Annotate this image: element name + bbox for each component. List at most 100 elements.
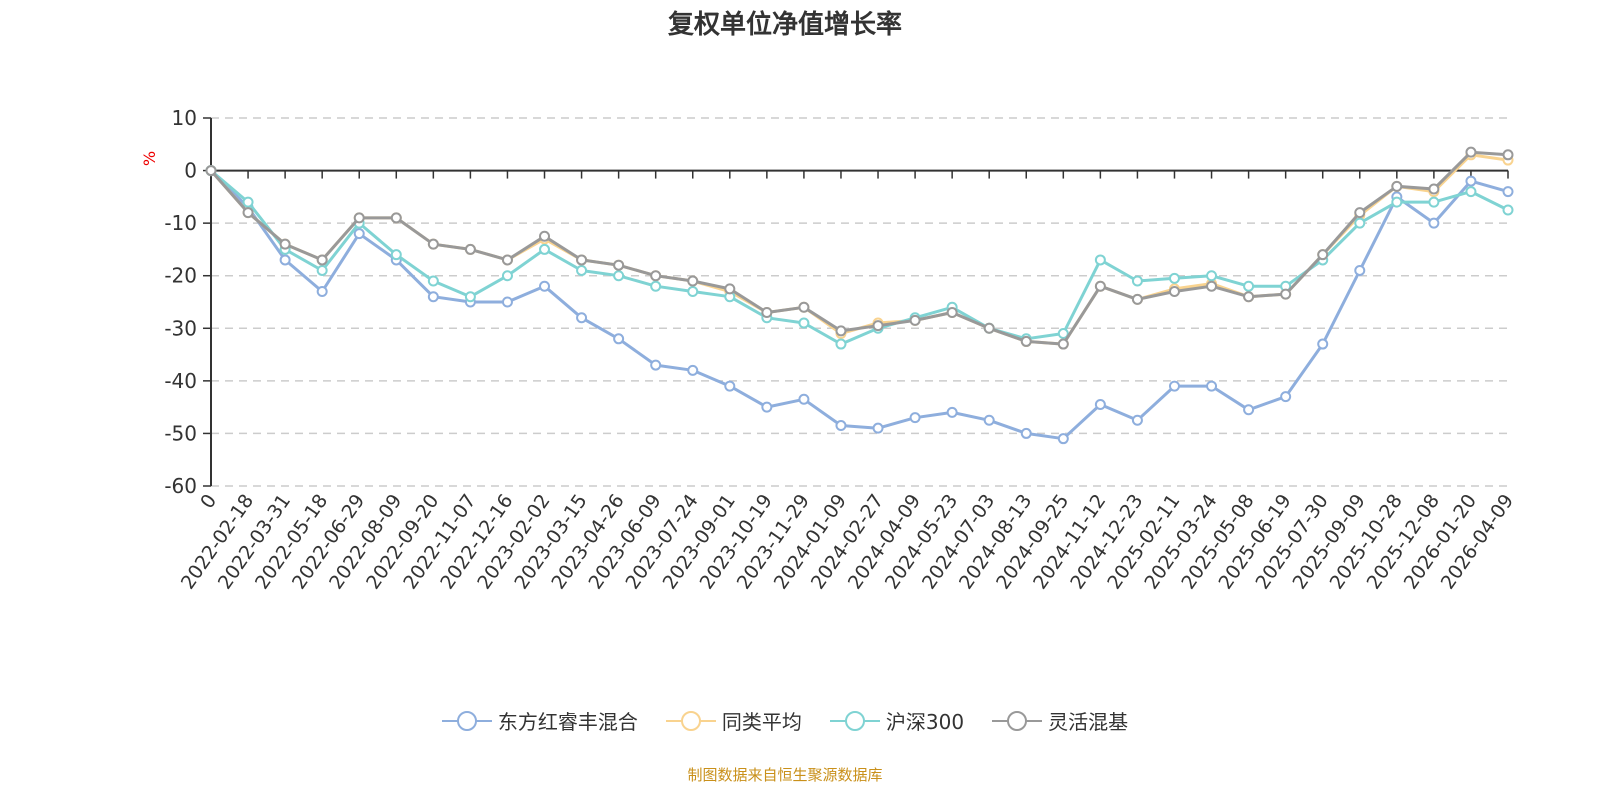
data-point (427, 238, 439, 250)
data-point (1243, 291, 1255, 303)
data-point (1131, 414, 1143, 426)
data-point (1317, 249, 1329, 261)
data-point (650, 280, 662, 292)
data-point (613, 333, 625, 345)
data-point (687, 275, 699, 287)
data-point (390, 249, 402, 261)
data-point (539, 280, 551, 292)
data-point (279, 238, 291, 250)
y-tick-label: -50 (164, 421, 197, 445)
legend-item[interactable]: 同类平均 (665, 706, 802, 735)
data-point (1094, 399, 1106, 411)
data-point (1168, 380, 1180, 392)
data-point (1354, 264, 1366, 276)
data-point (1094, 254, 1106, 266)
legend-item[interactable]: 灵活混基 (992, 706, 1128, 735)
series-灵活混基 (205, 146, 1514, 350)
data-point (501, 270, 513, 282)
y-tick-label: -30 (164, 316, 197, 340)
data-point (539, 230, 551, 242)
data-point (316, 285, 328, 297)
data-point (1206, 270, 1218, 282)
data-point (205, 165, 217, 177)
series-line (209, 150, 1509, 346)
data-point (1502, 204, 1514, 216)
data-point (1057, 433, 1069, 445)
data-point (687, 364, 699, 376)
data-point (835, 325, 847, 337)
data-point (761, 307, 773, 319)
data-point (1354, 217, 1366, 229)
data-point (1428, 217, 1440, 229)
y-tick-label: -40 (164, 369, 197, 393)
y-tick-label: -10 (164, 211, 197, 235)
legend-marker-icon (441, 710, 492, 731)
legend-label: 灵活混基 (1048, 710, 1129, 734)
series-沪深300 (205, 165, 1514, 350)
data-point (1391, 180, 1403, 192)
line-chart: 100-10-20-30-40-50-60%02022-02-182022-03… (140, 106, 1518, 593)
data-point (761, 401, 773, 413)
data-point (427, 275, 439, 287)
data-point (1131, 275, 1143, 287)
data-point (501, 296, 513, 308)
data-point (316, 264, 328, 276)
data-point (872, 320, 884, 332)
data-point (1168, 272, 1180, 284)
data-point (798, 393, 810, 405)
data-point (576, 264, 588, 276)
series-同类平均 (205, 149, 1514, 350)
data-point (1502, 186, 1514, 198)
data-point (501, 254, 513, 266)
data-point (835, 420, 847, 432)
legend-item[interactable]: 东方红睿丰混合 (441, 706, 638, 735)
y-axis-label: % (140, 151, 159, 166)
series-东方红睿丰混合 (205, 165, 1514, 445)
data-point (1428, 183, 1440, 195)
data-point (1020, 427, 1032, 439)
data-point (1020, 335, 1032, 347)
legend-label: 东方红睿丰混合 (497, 710, 638, 734)
legend-marker-icon (992, 710, 1043, 731)
data-point (1168, 285, 1180, 297)
y-tick-label: -20 (164, 264, 197, 288)
data-point (650, 270, 662, 282)
legend-label: 同类平均 (721, 710, 802, 734)
data-point (1465, 146, 1477, 158)
legend-label: 沪深300 (885, 710, 965, 734)
data-point (576, 312, 588, 324)
data-point (983, 414, 995, 426)
data-point (427, 291, 439, 303)
data-point (1428, 196, 1440, 208)
data-point (798, 301, 810, 313)
y-tick-label: 10 (172, 106, 197, 130)
data-point (353, 228, 365, 240)
data-point (279, 254, 291, 266)
data-point (1502, 149, 1514, 161)
y-tick-label: 0 (184, 159, 197, 183)
data-point (1206, 280, 1218, 292)
data-point (353, 212, 365, 224)
data-point (1243, 280, 1255, 292)
data-point (983, 322, 995, 334)
series-line (210, 169, 1509, 346)
data-point (242, 196, 254, 208)
source-note: 制图数据来自恒生聚源数据库 (687, 766, 883, 784)
data-point (1465, 175, 1477, 187)
data-point (909, 314, 921, 326)
data-point (724, 380, 736, 392)
legend-item[interactable]: 沪深300 (829, 706, 965, 735)
data-point (1280, 288, 1292, 300)
data-point (724, 283, 736, 295)
data-point (1057, 338, 1069, 350)
data-point (390, 212, 402, 224)
data-point (909, 412, 921, 424)
data-point (576, 254, 588, 266)
y-tick-label: -60 (164, 474, 197, 498)
data-point (1131, 293, 1143, 305)
data-point (872, 422, 884, 434)
data-point (242, 207, 254, 219)
data-point (650, 359, 662, 371)
data-point (1094, 280, 1106, 292)
data-point (1317, 338, 1329, 350)
